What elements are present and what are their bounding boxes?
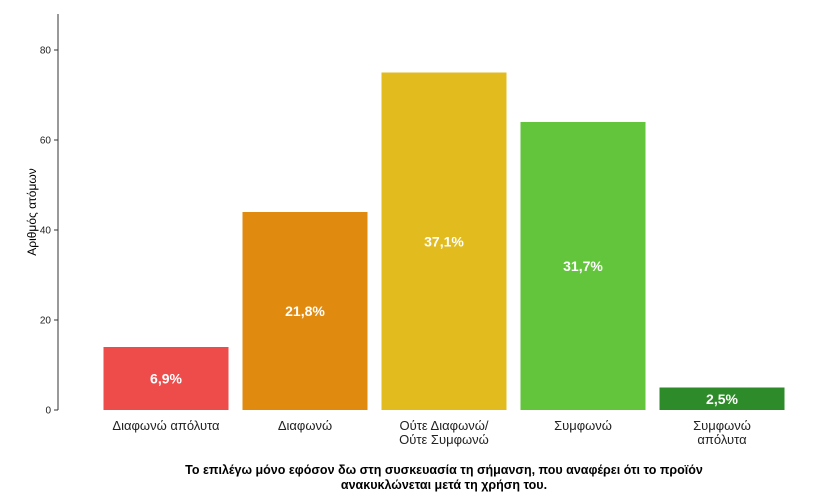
- x-category-label: Ούτε Συμφωνώ: [399, 432, 489, 447]
- x-category-label: Συμφωνώ: [554, 418, 612, 433]
- x-category-label: Διαφωνώ απόλυτα: [112, 418, 220, 433]
- x-category-label: Συμφωνώ: [693, 418, 751, 433]
- x-category-label: Διαφωνώ: [278, 418, 332, 433]
- bar-data-label: 21,8%: [285, 303, 325, 319]
- y-tick-label: 20: [40, 316, 52, 327]
- x-category-label: απόλυτα: [697, 432, 747, 447]
- x-axis-title-line-1: Το επιλέγω μόνο εφόσον δω στη συσκευασία…: [185, 463, 703, 477]
- y-axis-title: Αριθμός ατόμων: [25, 168, 39, 256]
- bar: [659, 387, 785, 410]
- bar-data-label: 37,1%: [424, 233, 464, 249]
- y-tick-label: 60: [40, 136, 52, 147]
- bar: [381, 72, 507, 410]
- bar-data-label: 2,5%: [706, 391, 738, 407]
- bar: [520, 122, 646, 410]
- bar: [242, 212, 368, 410]
- y-axis: 0 20 40 60 80: [40, 14, 59, 417]
- y-tick-label: 0: [45, 406, 51, 417]
- bar: [103, 347, 229, 410]
- y-tick-label: 40: [40, 226, 52, 237]
- bar-data-label: 31,7%: [563, 258, 603, 274]
- x-axis-title-line-2: ανακυκλώνεται μετά τη χρήση του.: [341, 478, 547, 492]
- y-tick-label: 80: [40, 46, 52, 57]
- bar-data-label: 6,9%: [150, 371, 182, 387]
- x-category-labels: Διαφωνώ απόλυτα Διαφωνώ Ούτε Διαφωνώ/Ούτε …: [112, 418, 751, 447]
- x-category-label: Ούτε Διαφωνώ/: [400, 418, 489, 433]
- bars: 6,9% 21,8% 37,1% 31,7% 2,5%: [103, 72, 785, 410]
